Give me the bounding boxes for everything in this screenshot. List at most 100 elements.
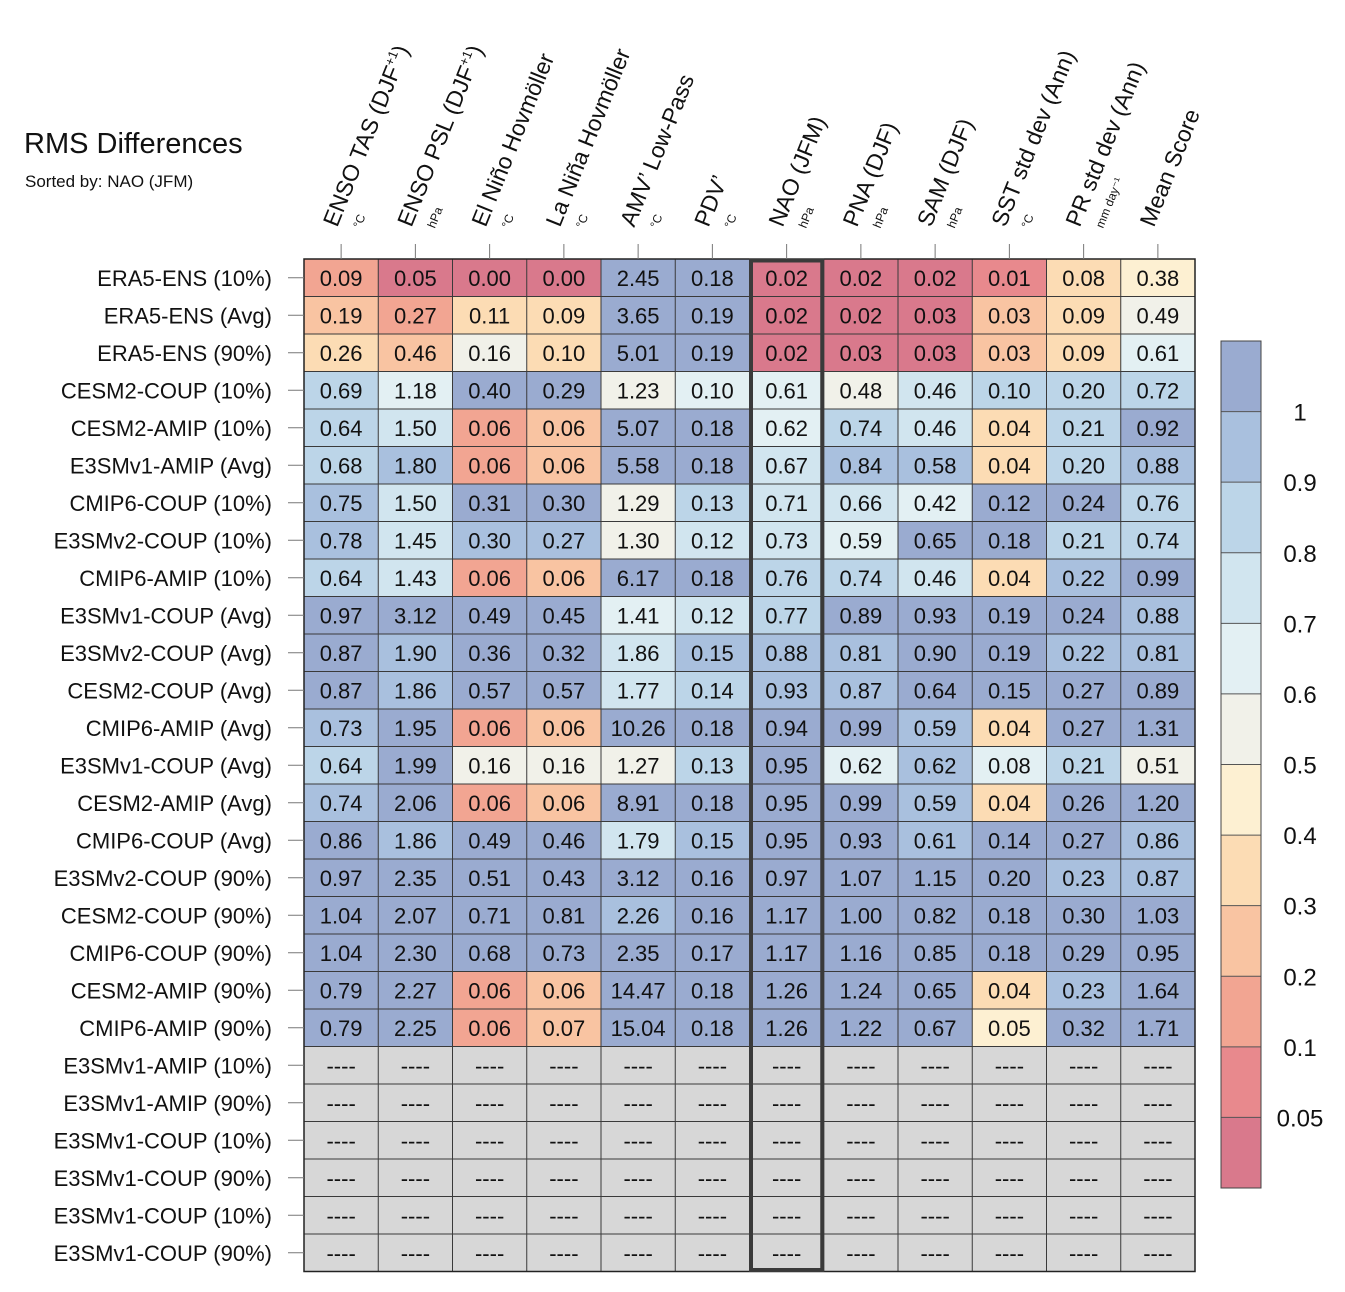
heatmap-cell: [1120, 1046, 1195, 1084]
heatmap-cell: [823, 784, 898, 822]
cell-value: 0.06: [468, 1016, 511, 1041]
heatmap-cell: [304, 1196, 379, 1234]
heatmap-cell: [1046, 596, 1121, 634]
heatmap-cell: [1046, 709, 1121, 747]
heatmap-cells: 0.09 0.05 0.00 0.00 2.45 0.18 0.02 0.02 0.02 0.01…: [304, 259, 1195, 1272]
heatmap-cell: [1120, 634, 1195, 672]
heatmap-cell: [823, 634, 898, 672]
cell-value: 0.20: [1062, 453, 1105, 478]
heatmap-cell: [601, 559, 676, 597]
heatmap-cell: [378, 259, 453, 297]
cell-value: 0.19: [320, 303, 363, 328]
cell-value: 0.82: [914, 903, 957, 928]
heatmap-cell: [304, 859, 379, 897]
heatmap-cell: [601, 296, 676, 334]
colorbar-band: [1221, 623, 1261, 694]
cell-value: 0.07: [542, 1016, 585, 1041]
cell-value: 0.87: [839, 678, 882, 703]
heatmap-cell: [1120, 1084, 1195, 1122]
colorbar-tick-label: 0.2: [1283, 964, 1316, 991]
cell-value: ----: [475, 1166, 504, 1191]
cell-value: 0.09: [1062, 341, 1105, 366]
cell-value: 0.13: [691, 753, 734, 778]
heatmap-cell: [378, 1159, 453, 1197]
cell-value: ----: [1069, 1053, 1098, 1078]
cell-value: 0.89: [1136, 678, 1179, 703]
cell-value: 0.06: [542, 566, 585, 591]
heatmap-cell: [823, 896, 898, 934]
column-label: NAO (JFM): [763, 112, 831, 230]
cell-value: ----: [549, 1241, 578, 1266]
cell-value: 0.73: [320, 716, 363, 741]
heatmap-cell: [1120, 484, 1195, 522]
heatmap-cell: [378, 521, 453, 559]
heatmap-cell: [378, 971, 453, 1009]
cell-value: 2.45: [617, 266, 660, 291]
cell-value: 0.95: [765, 753, 808, 778]
row-label: E3SMv1-AMIP (90%): [63, 1091, 272, 1116]
heatmap-cell: [304, 1009, 379, 1047]
heatmap-cell: [972, 746, 1047, 784]
heatmap-cell: [972, 1121, 1047, 1159]
heatmap-cell: [749, 1159, 824, 1197]
cell-value: 1.79: [617, 828, 660, 853]
cell-value: 0.14: [691, 678, 734, 703]
heatmap-cell: [898, 934, 973, 972]
heatmap-cell: [304, 709, 379, 747]
heatmap-cell: [898, 746, 973, 784]
row-label: E3SMv1-COUP (90%): [54, 1166, 272, 1191]
heatmap-cell: [304, 971, 379, 1009]
heatmap-cell: [898, 1196, 973, 1234]
cell-value: 0.99: [839, 716, 882, 741]
cell-value: 0.31: [468, 491, 511, 516]
heatmap-cell: [452, 596, 527, 634]
heatmap-cell: [675, 334, 750, 372]
cell-value: ----: [475, 1053, 504, 1078]
cell-value: 0.57: [542, 678, 585, 703]
heatmap-cell: [898, 709, 973, 747]
heatmap-cell: [601, 1046, 676, 1084]
column-label: SAM (DJF): [912, 115, 979, 230]
cell-value: 0.06: [542, 453, 585, 478]
cell-value: 0.05: [394, 266, 437, 291]
cell-value: 0.94: [765, 716, 808, 741]
heatmap-cell: [823, 409, 898, 447]
cell-value: 0.03: [988, 341, 1031, 366]
cell-value: 0.23: [1062, 978, 1105, 1003]
cell-value: 1.18: [394, 378, 437, 403]
cell-value: ----: [698, 1203, 727, 1228]
heatmap-cell: [601, 859, 676, 897]
heatmap-cell: [526, 671, 601, 709]
cell-value: 1.04: [320, 903, 363, 928]
heatmap-cell: [601, 709, 676, 747]
cell-value: 0.73: [765, 528, 808, 553]
cell-value: 0.21: [1062, 416, 1105, 441]
cell-value: ----: [475, 1091, 504, 1116]
cell-value: 0.30: [468, 528, 511, 553]
heatmap-cell: [1120, 296, 1195, 334]
cell-value: 0.64: [320, 566, 363, 591]
row-label: CMIP6-COUP (90%): [69, 941, 272, 966]
heatmap-cell: [972, 259, 1047, 297]
cell-value: 0.66: [839, 491, 882, 516]
cell-value: ----: [1069, 1128, 1098, 1153]
heatmap-cell: [749, 446, 824, 484]
heatmap-cell: [972, 709, 1047, 747]
heatmap-cell: [749, 1046, 824, 1084]
heatmap-cell: [304, 671, 379, 709]
cell-value: ----: [623, 1166, 652, 1191]
colorbar-band: [1221, 1046, 1261, 1118]
cell-value: 0.29: [542, 378, 585, 403]
cell-value: 0.03: [988, 303, 1031, 328]
heatmap-cell: [898, 596, 973, 634]
column-unit: °C: [499, 212, 517, 230]
heatmap-cell: [972, 371, 1047, 409]
cell-value: 0.06: [468, 416, 511, 441]
cell-value: ----: [401, 1128, 430, 1153]
cell-value: 0.04: [988, 453, 1031, 478]
heatmap-cell: [675, 1234, 750, 1272]
heatmap-cell: [1046, 1009, 1121, 1047]
cell-value: 1.50: [394, 491, 437, 516]
heatmap-cell: [601, 596, 676, 634]
cell-value: ----: [772, 1091, 801, 1116]
